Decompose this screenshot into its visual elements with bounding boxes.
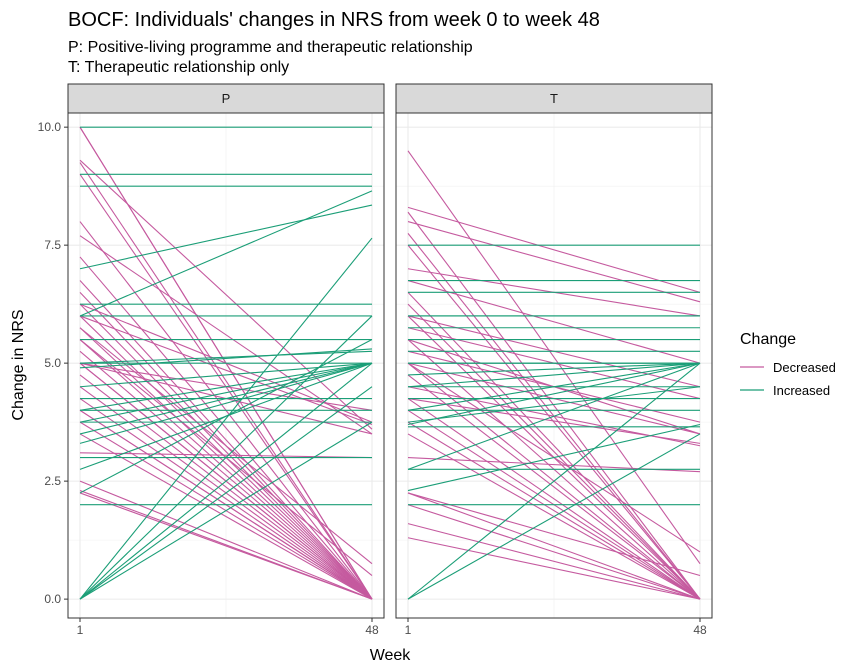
y-tick-label: 0.0 <box>44 592 61 606</box>
x-axis-label: Week <box>370 647 412 664</box>
x-tick-label: 1 <box>405 623 412 637</box>
facet-label-t: T <box>550 91 558 106</box>
series-line-decreased <box>79 235 373 435</box>
y-tick-label: 10.0 <box>38 120 62 134</box>
y-tick-label: 5.0 <box>44 356 61 370</box>
y-axis-label: Change in NRS <box>10 309 27 420</box>
series-line-increased <box>79 362 373 444</box>
facet-strip-p <box>67 83 385 114</box>
series-line-decreased <box>79 327 373 565</box>
series-line-decreased <box>407 537 701 600</box>
panel-border-t <box>395 112 713 619</box>
series-line-decreased <box>407 150 701 565</box>
legend-title: Change <box>740 331 796 348</box>
panel-t: T 1 48 <box>395 83 713 637</box>
chart-subtitle-line-1: P: Positive-living programme and therape… <box>68 39 473 56</box>
series-line-increased <box>79 362 373 411</box>
series-line-increased <box>407 433 701 600</box>
series-line-increased <box>79 386 373 600</box>
series-line-increased <box>407 362 701 470</box>
series-line-decreased <box>79 162 373 600</box>
series-line-decreased <box>407 492 701 577</box>
chart-subtitle-line-2: T: Therapeutic relationship only <box>68 59 289 76</box>
series-line-decreased <box>79 327 373 600</box>
series-line-increased <box>79 421 373 600</box>
series-line-decreased <box>79 159 373 430</box>
legend-label-increased: Increased <box>773 383 830 398</box>
series-line-decreased <box>79 433 373 600</box>
series-line-decreased <box>79 398 373 600</box>
series-line-increased <box>407 362 701 376</box>
series-line-increased <box>407 362 701 388</box>
facet-label-p: P <box>222 91 231 106</box>
series-line-increased <box>79 362 373 435</box>
y-tick-label: 2.5 <box>44 474 61 488</box>
panel-p: P 1 48 <box>67 83 385 637</box>
series-line-increased <box>407 362 701 411</box>
series-line-decreased <box>407 492 701 600</box>
series-line-increased <box>79 190 373 317</box>
facet-strip-t <box>395 83 713 114</box>
series-line-decreased <box>407 504 701 600</box>
series-line-decreased <box>407 291 701 600</box>
legend-label-decreased: Decreased <box>773 360 836 375</box>
series-line-decreased <box>407 244 701 600</box>
series-line-increased <box>79 204 373 270</box>
series-line-decreased <box>407 280 701 364</box>
series-line-decreased <box>407 221 701 303</box>
series-line-decreased <box>79 452 373 459</box>
series-line-decreased <box>407 398 701 600</box>
panel-border-p <box>67 112 385 619</box>
series-line-increased <box>407 386 701 423</box>
x-tick-label: 1 <box>77 623 84 637</box>
series-line-increased <box>407 423 701 492</box>
y-tick-label: 7.5 <box>44 238 61 252</box>
chart-title: BOCF: Individuals' changes in NRS from w… <box>68 9 600 31</box>
series-line-increased <box>79 348 373 369</box>
series-line-increased <box>407 362 701 600</box>
series-line-decreased <box>79 350 373 600</box>
x-tick-label: 48 <box>365 623 379 637</box>
series-line-decreased <box>79 480 373 600</box>
series-line-increased <box>79 350 373 364</box>
series-line-decreased <box>407 303 701 600</box>
series-line-increased <box>79 362 373 600</box>
series-line-increased <box>79 237 373 600</box>
series-line-increased <box>79 315 373 600</box>
series-line-decreased <box>79 315 373 426</box>
series-line-decreased <box>79 256 373 600</box>
series-line-decreased <box>79 303 373 600</box>
series-line-increased <box>79 362 373 388</box>
series-line-increased <box>407 362 701 426</box>
series-line-increased <box>79 339 373 494</box>
series-line-decreased <box>407 206 701 293</box>
series-line-decreased <box>407 523 701 600</box>
series-line-increased <box>79 362 373 423</box>
series-line-decreased <box>79 492 373 600</box>
x-tick-label: 48 <box>693 623 707 637</box>
